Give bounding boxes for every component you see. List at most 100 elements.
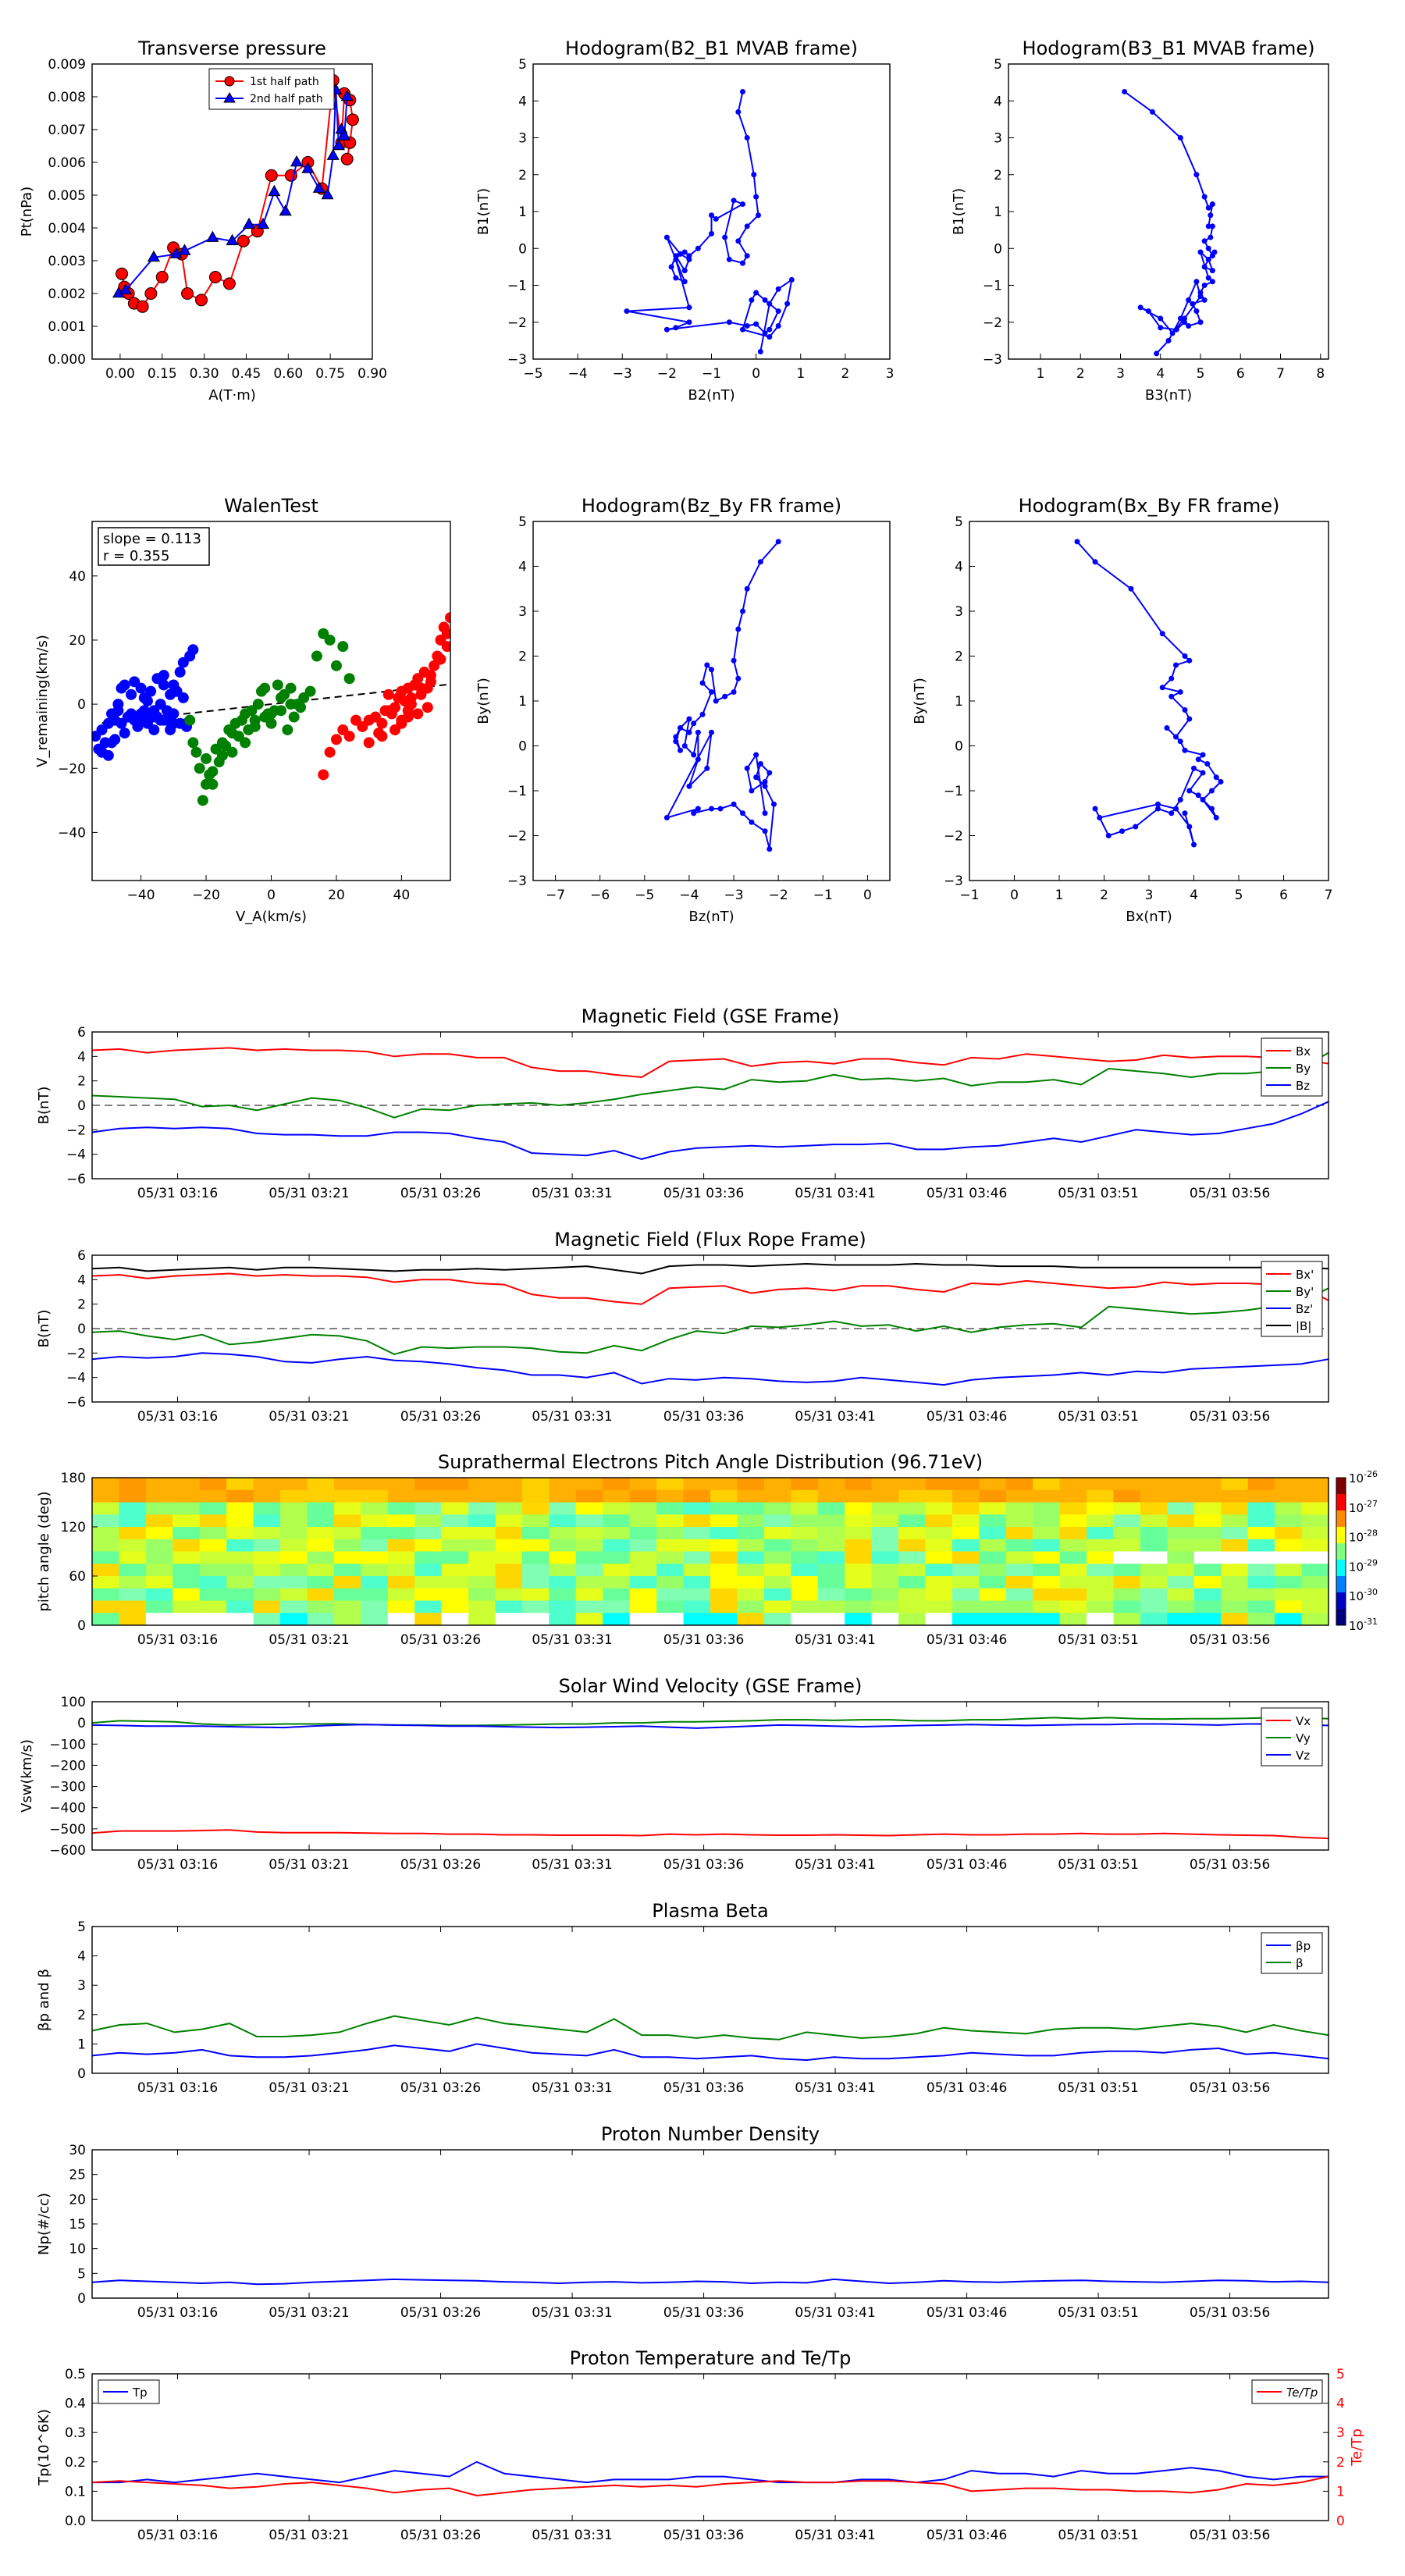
pad-cell bbox=[119, 1514, 147, 1528]
beta-ytick-label: 4 bbox=[77, 1949, 86, 1965]
pad-cell bbox=[683, 1600, 711, 1614]
pad-cell bbox=[951, 1478, 980, 1491]
pad-cell bbox=[253, 1514, 281, 1528]
np-ytick-label: 5 bbox=[77, 2266, 86, 2282]
pad-cell bbox=[253, 1478, 281, 1491]
pad-cell bbox=[763, 1502, 791, 1515]
h4-marker bbox=[1173, 734, 1179, 740]
pad-cell bbox=[468, 1489, 496, 1503]
tp-xlabel: A(T·m) bbox=[208, 387, 256, 404]
h3-xtick-label: 0 bbox=[863, 888, 872, 903]
h2-marker bbox=[1177, 135, 1183, 141]
h3-panel: Hodogram(Bz_By FR frame) −7 −6 −5 −4 −3 −2 −1 0 −… bbox=[475, 495, 891, 925]
h4-marker bbox=[1155, 806, 1161, 812]
wt-marker bbox=[148, 724, 160, 735]
pad-cell bbox=[1167, 1502, 1195, 1515]
pad-cell bbox=[1247, 1502, 1275, 1515]
pad-cell bbox=[1193, 1613, 1222, 1626]
h1-xtick-label: −5 bbox=[523, 366, 542, 382]
pad-cell bbox=[925, 1478, 953, 1491]
h1-marker bbox=[735, 238, 742, 244]
pad-cell bbox=[603, 1564, 631, 1577]
h2-xtick-label: 4 bbox=[1156, 366, 1165, 382]
pad-cell bbox=[1113, 1539, 1141, 1552]
tp2-xtick-label: 05/31 03:56 bbox=[1190, 2528, 1270, 2543]
h3-ytick-label: 1 bbox=[518, 694, 527, 710]
pad-cell bbox=[280, 1600, 308, 1614]
tp-ytick-label: 0.006 bbox=[48, 155, 86, 171]
wt-marker bbox=[259, 682, 271, 694]
pad-cell bbox=[845, 1502, 873, 1515]
wt-marker bbox=[357, 720, 368, 732]
pad-cell bbox=[683, 1564, 711, 1577]
pad-cell bbox=[710, 1564, 738, 1577]
pad-cell bbox=[1087, 1576, 1115, 1589]
h3-marker bbox=[735, 626, 742, 632]
tp-marker bbox=[265, 169, 278, 182]
wt-marker bbox=[324, 746, 336, 758]
pad-cell bbox=[1140, 1527, 1168, 1540]
beta-ytick-label: 5 bbox=[77, 1920, 86, 1935]
pad-cell bbox=[1275, 1564, 1303, 1577]
pad-cell bbox=[951, 1514, 980, 1528]
mf_fr-title: Magnetic Field (Flux Rope Frame) bbox=[554, 1229, 866, 1251]
mf_fr-xtick-label: 05/31 03:31 bbox=[532, 1409, 612, 1425]
pad-cell bbox=[441, 1613, 469, 1626]
h3-marker bbox=[744, 765, 750, 771]
h3-marker bbox=[691, 720, 697, 727]
mf_fr-frame bbox=[91, 1254, 1329, 1403]
pad-cell bbox=[1301, 1478, 1329, 1491]
pad-cell bbox=[253, 1527, 281, 1540]
pad-cell bbox=[1059, 1576, 1087, 1589]
mf_fr-xtick-label: 05/31 03:36 bbox=[663, 1409, 744, 1425]
pad-cell bbox=[441, 1576, 469, 1589]
h3-marker bbox=[695, 806, 701, 812]
pad-cell bbox=[1033, 1588, 1061, 1601]
h2-marker bbox=[1197, 294, 1204, 300]
h3-marker bbox=[713, 698, 719, 704]
pad-cell bbox=[656, 1502, 685, 1515]
pad-cell bbox=[173, 1551, 201, 1564]
mf_gse-ytick-label: −4 bbox=[66, 1147, 86, 1163]
mf_gse-series-line bbox=[91, 1101, 1329, 1160]
wt-marker bbox=[165, 724, 176, 735]
wt-marker bbox=[429, 660, 440, 671]
pad-cell bbox=[1059, 1613, 1087, 1626]
h3-title: Hodogram(Bz_By FR frame) bbox=[582, 495, 841, 517]
wt-marker bbox=[285, 682, 297, 694]
pad-cell bbox=[1167, 1489, 1195, 1503]
wt-marker bbox=[318, 628, 329, 639]
wt-marker bbox=[216, 749, 228, 761]
pad-cell bbox=[1275, 1613, 1303, 1626]
wt-marker bbox=[382, 688, 394, 700]
pad-colorbar-step bbox=[1336, 1510, 1346, 1528]
beta-ylabel: βp and β bbox=[36, 1969, 52, 2031]
pad-cell bbox=[1247, 1514, 1275, 1528]
h3-marker bbox=[678, 747, 684, 753]
wt-annotation-text: r = 0.355 bbox=[103, 548, 169, 564]
wt-marker bbox=[240, 737, 251, 749]
h4-ytick-label: 2 bbox=[955, 649, 963, 665]
h1-marker bbox=[753, 321, 759, 327]
pad-ytick-label: 0 bbox=[77, 1618, 86, 1634]
pad-cell bbox=[468, 1539, 496, 1552]
mf_fr-ytick-label: 6 bbox=[77, 1248, 86, 1264]
pad-frame bbox=[91, 1477, 1329, 1626]
pad-cell bbox=[521, 1576, 550, 1589]
pad-cell bbox=[521, 1600, 550, 1614]
h2-marker bbox=[1197, 249, 1204, 255]
pad-cell bbox=[737, 1564, 765, 1577]
pad-ytick-label: 120 bbox=[61, 1520, 86, 1535]
vsw-xtick-label: 05/31 03:26 bbox=[400, 1857, 481, 1873]
h1-marker bbox=[681, 249, 688, 255]
pad-cell bbox=[629, 1478, 657, 1491]
pad-cell bbox=[92, 1527, 119, 1540]
h2-marker bbox=[1211, 249, 1218, 255]
pad-cell bbox=[1301, 1588, 1329, 1601]
h3-marker bbox=[762, 783, 768, 789]
h2-marker bbox=[1201, 194, 1208, 200]
pad-cell bbox=[549, 1576, 577, 1589]
pad-cell bbox=[521, 1527, 550, 1540]
h1-ytick-label: −2 bbox=[507, 315, 527, 331]
pad-cell bbox=[441, 1527, 469, 1540]
